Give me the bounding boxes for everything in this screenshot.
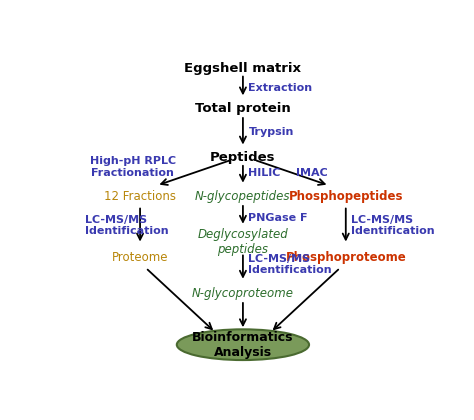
Text: Peptides: Peptides (210, 151, 276, 164)
Text: High-pH RPLC
Fractionation: High-pH RPLC Fractionation (90, 156, 176, 178)
Text: Phosphoproteome: Phosphoproteome (285, 251, 406, 264)
Text: Bioinformatics
Analysis: Bioinformatics Analysis (192, 331, 294, 359)
Text: Eggshell matrix: Eggshell matrix (184, 62, 301, 75)
Text: LC-MS/MS
Identification: LC-MS/MS Identification (351, 215, 435, 236)
Ellipse shape (177, 329, 309, 360)
Text: Proteome: Proteome (112, 251, 168, 264)
Text: Total protein: Total protein (195, 102, 291, 115)
Text: 12 Fractions: 12 Fractions (104, 190, 176, 203)
Text: Trypsin: Trypsin (248, 127, 294, 137)
Text: IMAC: IMAC (296, 168, 328, 178)
Text: N-glycoproteome: N-glycoproteome (192, 287, 294, 300)
Text: LC-MS/MS
Identification: LC-MS/MS Identification (248, 254, 332, 275)
Text: Extraction: Extraction (248, 83, 312, 92)
Text: LC-MS/MS
Identification: LC-MS/MS Identification (85, 215, 169, 236)
Text: PNGase F: PNGase F (248, 213, 308, 223)
Text: Deglycosylated
peptides: Deglycosylated peptides (198, 228, 288, 256)
Text: Phosphopeptides: Phosphopeptides (289, 190, 403, 203)
Text: HILIC: HILIC (248, 168, 281, 178)
Text: N-glycopeptides: N-glycopeptides (195, 190, 291, 203)
